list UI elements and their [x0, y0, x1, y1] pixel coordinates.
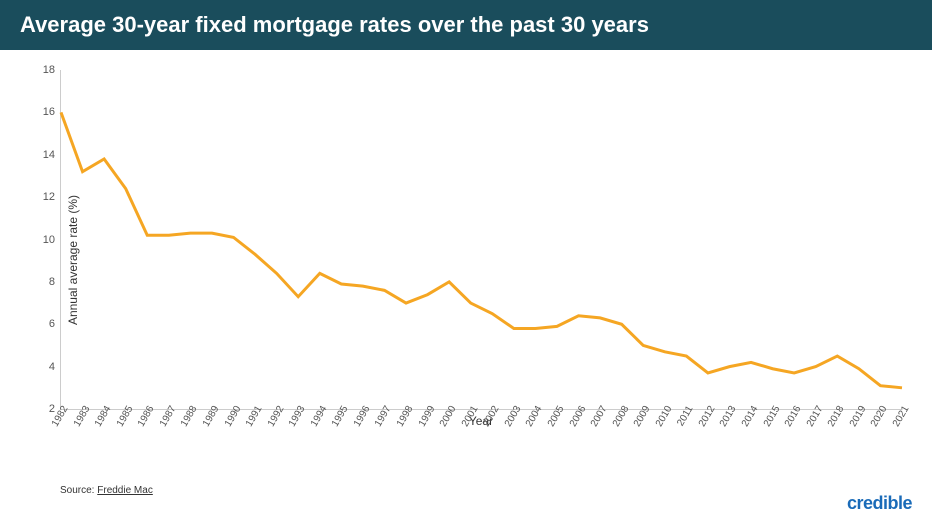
source-prefix: Source: [60, 485, 97, 496]
source-attribution: Source: Freddie Mac [60, 485, 153, 496]
y-tick: 2 [31, 403, 55, 415]
brand-logo: credible [847, 493, 912, 514]
y-tick: 10 [31, 234, 55, 246]
y-tick: 16 [31, 106, 55, 118]
y-tick: 8 [31, 276, 55, 288]
y-tick: 12 [31, 191, 55, 203]
plot-area: 2468101214161819821983198419851986198719… [60, 70, 902, 410]
line-chart-svg [61, 70, 902, 409]
y-tick: 6 [31, 318, 55, 330]
chart-title: Average 30-year fixed mortgage rates ove… [0, 0, 932, 50]
y-tick: 4 [31, 361, 55, 373]
y-tick: 18 [31, 64, 55, 76]
chart-container: Annual average rate (%) 2468101214161819… [0, 50, 932, 470]
source-link[interactable]: Freddie Mac [97, 485, 153, 496]
y-tick: 14 [31, 149, 55, 161]
